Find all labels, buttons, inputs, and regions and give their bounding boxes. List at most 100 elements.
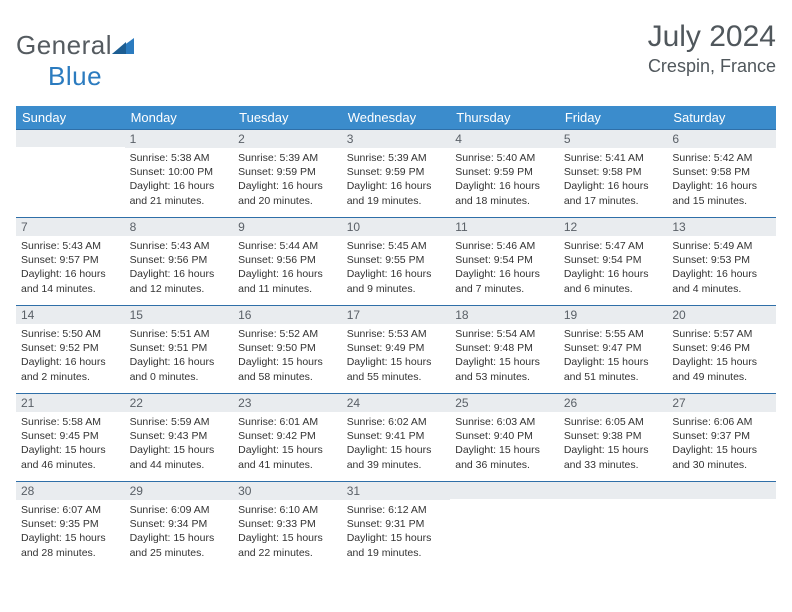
week-row: 28Sunrise: 6:07 AMSunset: 9:35 PMDayligh… <box>16 481 776 569</box>
daylight-text: Daylight: 16 hours and 19 minutes. <box>347 179 446 207</box>
sunrise-text: Sunrise: 5:53 AM <box>347 327 446 341</box>
calendar-table: Sunday Monday Tuesday Wednesday Thursday… <box>16 106 776 569</box>
sunrise-text: Sunrise: 5:47 AM <box>564 239 663 253</box>
day-number: 20 <box>667 305 776 324</box>
sunrise-text: Sunrise: 5:54 AM <box>455 327 554 341</box>
day-details: Sunrise: 5:39 AMSunset: 9:59 PMDaylight:… <box>233 148 342 208</box>
daylight-text: Daylight: 15 hours and 46 minutes. <box>21 443 120 471</box>
header: General Blue July 2024 Crespin, France <box>16 20 776 100</box>
day-number: 29 <box>125 481 234 500</box>
day-cell: 22Sunrise: 5:59 AMSunset: 9:43 PMDayligh… <box>125 393 234 481</box>
day-cell: 20Sunrise: 5:57 AMSunset: 9:46 PMDayligh… <box>667 305 776 393</box>
sunrise-text: Sunrise: 5:43 AM <box>130 239 229 253</box>
daylight-text: Daylight: 16 hours and 12 minutes. <box>130 267 229 295</box>
day-number: 9 <box>233 217 342 236</box>
sunset-text: Sunset: 9:46 PM <box>672 341 771 355</box>
sunset-text: Sunset: 9:38 PM <box>564 429 663 443</box>
day-number: 4 <box>450 129 559 148</box>
day-number: 6 <box>667 129 776 148</box>
day-cell: 6Sunrise: 5:42 AMSunset: 9:58 PMDaylight… <box>667 129 776 217</box>
day-cell: 9Sunrise: 5:44 AMSunset: 9:56 PMDaylight… <box>233 217 342 305</box>
sunset-text: Sunset: 9:53 PM <box>672 253 771 267</box>
day-details: Sunrise: 5:40 AMSunset: 9:59 PMDaylight:… <box>450 148 559 208</box>
dow-wednesday: Wednesday <box>342 106 451 129</box>
sunrise-text: Sunrise: 5:51 AM <box>130 327 229 341</box>
day-details: Sunrise: 5:39 AMSunset: 9:59 PMDaylight:… <box>342 148 451 208</box>
day-details: Sunrise: 6:05 AMSunset: 9:38 PMDaylight:… <box>559 412 668 472</box>
daylight-text: Daylight: 15 hours and 44 minutes. <box>130 443 229 471</box>
sunset-text: Sunset: 9:54 PM <box>564 253 663 267</box>
daylight-text: Daylight: 16 hours and 6 minutes. <box>564 267 663 295</box>
day-number: 28 <box>16 481 125 500</box>
day-number: 3 <box>342 129 451 148</box>
sunrise-text: Sunrise: 5:38 AM <box>130 151 229 165</box>
day-details: Sunrise: 6:06 AMSunset: 9:37 PMDaylight:… <box>667 412 776 472</box>
day-number <box>559 481 668 499</box>
sunset-text: Sunset: 10:00 PM <box>130 165 229 179</box>
day-cell: 8Sunrise: 5:43 AMSunset: 9:56 PMDaylight… <box>125 217 234 305</box>
logo-text: General Blue <box>16 30 134 92</box>
month-year: July 2024 <box>648 20 776 54</box>
day-details: Sunrise: 5:50 AMSunset: 9:52 PMDaylight:… <box>16 324 125 384</box>
sunrise-text: Sunrise: 5:57 AM <box>672 327 771 341</box>
logo: General Blue <box>16 20 134 92</box>
calendar-body: 1 Sunrise: 5:38 AMSunset: 10:00 PM Dayligh… <box>16 129 776 569</box>
day-number: 26 <box>559 393 668 412</box>
sunset-text: Sunset: 9:59 PM <box>455 165 554 179</box>
day-cell: 11Sunrise: 5:46 AMSunset: 9:54 PMDayligh… <box>450 217 559 305</box>
day-details: Sunrise: 6:01 AMSunset: 9:42 PMDaylight:… <box>233 412 342 472</box>
week-row: 21Sunrise: 5:58 AMSunset: 9:45 PMDayligh… <box>16 393 776 481</box>
day-cell: 4Sunrise: 5:40 AMSunset: 9:59 PMDaylight… <box>450 129 559 217</box>
sunset-text: Sunset: 9:33 PM <box>238 517 337 531</box>
sunset-text: Sunset: 9:52 PM <box>21 341 120 355</box>
sunrise-text: Sunrise: 6:03 AM <box>455 415 554 429</box>
day-number: 21 <box>16 393 125 412</box>
day-cell: 26Sunrise: 6:05 AMSunset: 9:38 PMDayligh… <box>559 393 668 481</box>
day-number: 30 <box>233 481 342 500</box>
daylight-text: Daylight: 15 hours and 41 minutes. <box>238 443 337 471</box>
day-cell: 14Sunrise: 5:50 AMSunset: 9:52 PMDayligh… <box>16 305 125 393</box>
dow-tuesday: Tuesday <box>233 106 342 129</box>
week-row: 1 Sunrise: 5:38 AMSunset: 10:00 PM Dayligh… <box>16 129 776 217</box>
day-details: Sunrise: 5:44 AMSunset: 9:56 PMDaylight:… <box>233 236 342 296</box>
day-number: 13 <box>667 217 776 236</box>
day-number: 15 <box>125 305 234 324</box>
logo-word1: General <box>16 30 112 60</box>
day-details: Sunrise: 5:41 AMSunset: 9:58 PMDaylight:… <box>559 148 668 208</box>
day-details: Sunrise: 6:10 AMSunset: 9:33 PMDaylight:… <box>233 500 342 560</box>
day-number: 1 <box>125 129 234 148</box>
day-details: Sunrise: 6:12 AMSunset: 9:31 PMDaylight:… <box>342 500 451 560</box>
day-number <box>16 129 125 147</box>
day-number: 25 <box>450 393 559 412</box>
sunrise-text: Sunrise: 5:45 AM <box>347 239 446 253</box>
sunrise-text: Sunrise: 5:59 AM <box>130 415 229 429</box>
sunrise-text: Sunrise: 5:50 AM <box>21 327 120 341</box>
day-cell: 1Sunrise: 5:38 AMSunset: 10:00 PMDayligh… <box>125 129 234 217</box>
daylight-text: Daylight: 16 hours and 9 minutes. <box>347 267 446 295</box>
day-details: Sunrise: 5:47 AMSunset: 9:54 PMDaylight:… <box>559 236 668 296</box>
sunset-text: Sunset: 9:56 PM <box>238 253 337 267</box>
week-row: 7Sunrise: 5:43 AMSunset: 9:57 PMDaylight… <box>16 217 776 305</box>
sunset-text: Sunset: 9:59 PM <box>347 165 446 179</box>
daylight-text: Daylight: 15 hours and 25 minutes. <box>130 531 229 559</box>
sunset-text: Sunset: 9:58 PM <box>672 165 771 179</box>
day-number: 19 <box>559 305 668 324</box>
dow-monday: Monday <box>125 106 234 129</box>
day-number: 2 <box>233 129 342 148</box>
sunset-text: Sunset: 9:50 PM <box>238 341 337 355</box>
sunset-text: Sunset: 9:42 PM <box>238 429 337 443</box>
day-cell: 31Sunrise: 6:12 AMSunset: 9:31 PMDayligh… <box>342 481 451 569</box>
day-number: 7 <box>16 217 125 236</box>
daylight-text: Daylight: 15 hours and 58 minutes. <box>238 355 337 383</box>
day-number: 14 <box>16 305 125 324</box>
sunset-text: Sunset: 9:59 PM <box>238 165 337 179</box>
day-details: Sunrise: 5:55 AMSunset: 9:47 PMDaylight:… <box>559 324 668 384</box>
daylight-text: Daylight: 15 hours and 19 minutes. <box>347 531 446 559</box>
day-details: Sunrise: 5:49 AMSunset: 9:53 PMDaylight:… <box>667 236 776 296</box>
sunset-text: Sunset: 9:41 PM <box>347 429 446 443</box>
day-details: Sunrise: 5:54 AMSunset: 9:48 PMDaylight:… <box>450 324 559 384</box>
sunset-text: Sunset: 9:48 PM <box>455 341 554 355</box>
week-row: 14Sunrise: 5:50 AMSunset: 9:52 PMDayligh… <box>16 305 776 393</box>
daylight-text: Daylight: 16 hours and 15 minutes. <box>672 179 771 207</box>
day-number <box>450 481 559 499</box>
